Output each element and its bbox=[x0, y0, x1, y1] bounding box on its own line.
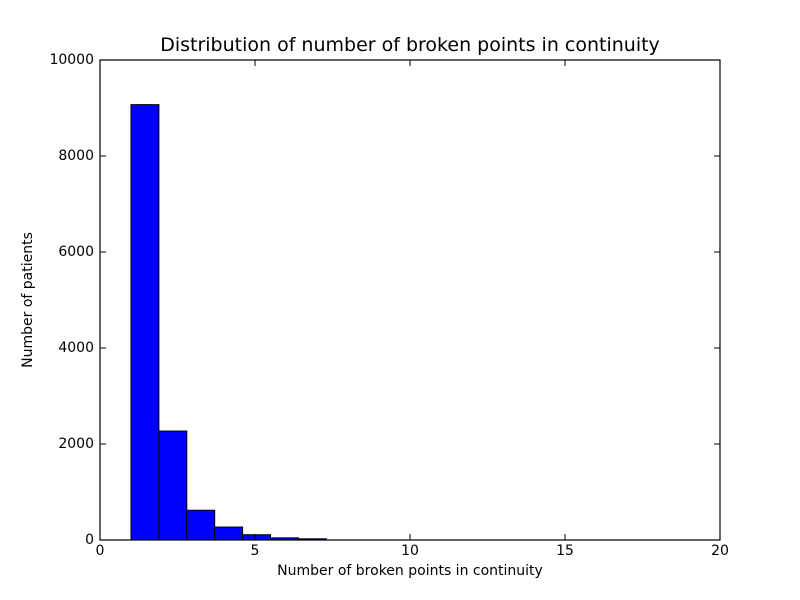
histogram-bar bbox=[130, 104, 160, 541]
chart-title: Distribution of number of broken points … bbox=[160, 34, 660, 56]
x-axis-label: Number of broken points in continuity bbox=[277, 563, 543, 579]
y-axis-label: Number of patients bbox=[20, 232, 36, 368]
histogram-bar bbox=[186, 509, 216, 541]
histogram-bar bbox=[158, 430, 188, 541]
histogram-bar bbox=[242, 534, 272, 541]
axes-spines bbox=[99, 59, 721, 541]
histogram-bar bbox=[214, 526, 244, 541]
